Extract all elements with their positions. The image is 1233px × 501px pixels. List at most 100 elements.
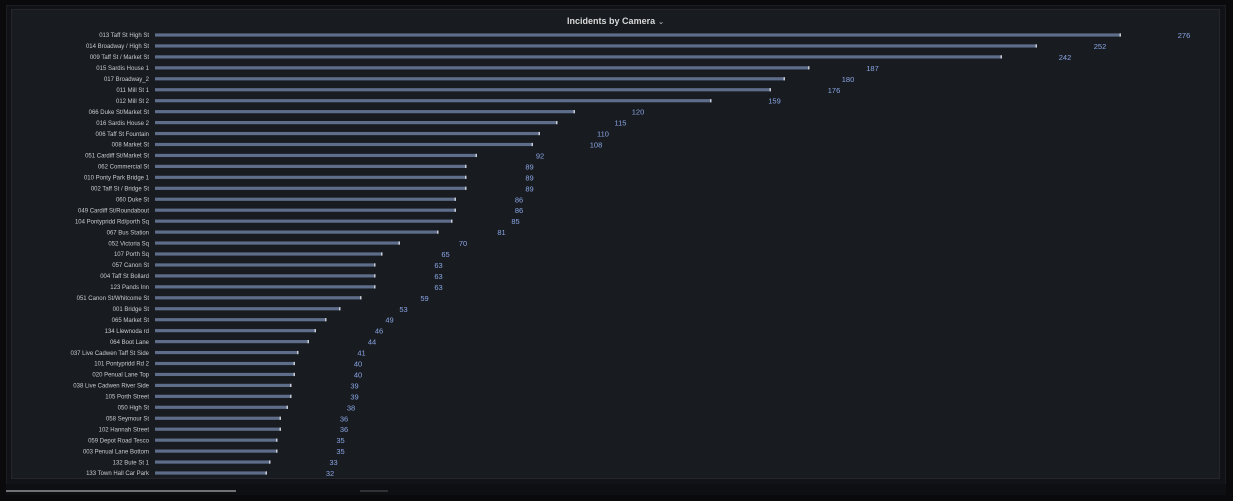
value-label: 40	[354, 360, 362, 369]
value-label: 33	[329, 458, 337, 467]
bar[interactable]	[155, 361, 295, 366]
panel-header[interactable]: Incidents by Camera ⌄	[12, 16, 1219, 30]
bar[interactable]	[155, 186, 467, 190]
bar[interactable]	[155, 241, 400, 245]
bar-end-cap	[374, 285, 376, 289]
bar-end-cap	[286, 405, 288, 409]
category-label: 067 Bus Station	[107, 230, 149, 236]
category-label: 008 Market St	[112, 143, 150, 149]
bar[interactable]	[155, 296, 362, 300]
bar-end-cap	[290, 383, 292, 387]
bar-end-cap	[297, 350, 299, 355]
bar[interactable]	[155, 99, 712, 103]
bar[interactable]	[155, 197, 456, 201]
bar-end-cap	[314, 329, 316, 333]
bar[interactable]	[155, 340, 309, 344]
bar[interactable]	[155, 416, 281, 420]
category-label: 012 Mill St 2	[116, 99, 150, 105]
category-label: 049 Cardiff St/Roundabout	[78, 208, 149, 214]
bar[interactable]	[155, 77, 785, 81]
category-label: 038 Live Cadwen River Side	[73, 384, 149, 390]
bar-end-cap	[276, 438, 278, 442]
bar[interactable]	[155, 219, 453, 223]
value-label: 41	[357, 349, 365, 358]
bar[interactable]	[155, 252, 383, 256]
bar-end-cap	[325, 318, 327, 322]
bar[interactable]	[155, 449, 278, 453]
bar[interactable]	[155, 307, 341, 311]
bar[interactable]	[155, 405, 288, 409]
value-label: 38	[347, 403, 355, 412]
bar[interactable]	[155, 438, 278, 442]
value-label: 159	[768, 97, 781, 106]
value-label: 46	[375, 327, 383, 336]
bar-end-cap	[307, 340, 309, 344]
bar[interactable]	[155, 427, 281, 431]
category-label: 009 Taff St / Market St	[90, 55, 149, 61]
value-label: 242	[1059, 53, 1072, 62]
category-label: 037 Live Cadwen Taff St Side	[71, 351, 150, 357]
value-label: 70	[459, 239, 467, 248]
value-label: 252	[1094, 42, 1107, 51]
category-label: 057 Canon St	[112, 263, 149, 269]
bar-end-cap	[437, 230, 439, 234]
bar[interactable]	[155, 153, 477, 158]
category-label: 058 Seymour St	[106, 416, 149, 422]
bar-end-cap	[360, 296, 362, 300]
category-label: 004 Taff St Bollard	[100, 274, 149, 280]
value-label: 89	[525, 184, 533, 193]
bar[interactable]	[155, 131, 540, 136]
bar-end-cap	[1035, 44, 1037, 48]
bar[interactable]	[155, 372, 295, 377]
bar[interactable]	[155, 33, 1121, 37]
bar-end-cap	[808, 66, 810, 70]
bar[interactable]	[155, 55, 1002, 59]
value-label: 187	[866, 64, 879, 73]
bar[interactable]	[155, 274, 376, 278]
category-label: 064 Boot Lane	[110, 340, 150, 346]
bar[interactable]	[155, 175, 467, 179]
bottom-strip	[6, 484, 1226, 495]
bar[interactable]	[155, 263, 376, 267]
category-label: 006 Taff St Fountain	[96, 132, 149, 138]
bar[interactable]	[155, 471, 267, 475]
bar-end-cap	[269, 460, 271, 464]
value-label: 115	[615, 119, 627, 128]
panel-title[interactable]: Incidents by Camera	[567, 16, 656, 26]
value-label: 276	[1178, 31, 1191, 40]
bar[interactable]	[155, 394, 292, 398]
value-label: 44	[368, 338, 376, 347]
category-label: 105 Porth Street	[105, 395, 149, 401]
bottom-scroll-indicator[interactable]	[6, 490, 236, 492]
category-label: 062 Commercial St	[98, 165, 149, 171]
bar[interactable]	[155, 110, 575, 114]
bar[interactable]	[155, 318, 327, 322]
value-label: 120	[632, 108, 645, 117]
category-label: 013 Taff St High St	[99, 33, 149, 39]
bar[interactable]	[155, 460, 271, 464]
bar[interactable]	[155, 66, 810, 70]
bar-end-cap	[374, 263, 376, 267]
category-label: 010 Ponty Park Bridge 1	[84, 176, 150, 182]
bar-end-cap	[465, 186, 467, 190]
bar[interactable]	[155, 44, 1037, 48]
bar[interactable]	[155, 383, 292, 387]
value-label: 59	[420, 294, 428, 303]
bar-end-cap	[454, 197, 456, 201]
value-label: 108	[590, 141, 603, 150]
bar[interactable]	[155, 329, 316, 333]
bar[interactable]	[155, 142, 533, 147]
bar[interactable]	[155, 121, 558, 125]
bar[interactable]	[155, 285, 376, 289]
chevron-down-icon[interactable]: ⌄	[658, 19, 664, 26]
bar[interactable]	[155, 164, 467, 168]
bar[interactable]	[155, 88, 771, 92]
bar[interactable]	[155, 230, 439, 234]
bar-end-cap	[293, 372, 295, 377]
bar-end-cap	[769, 88, 771, 92]
bar[interactable]	[155, 350, 299, 355]
incidents-bar-chart: 013 Taff St High St 276 014 Broadway / Hig…	[71, 31, 1191, 478]
value-label: 89	[525, 173, 533, 182]
category-label: 065 Market St	[112, 318, 150, 324]
bar[interactable]	[155, 208, 456, 212]
